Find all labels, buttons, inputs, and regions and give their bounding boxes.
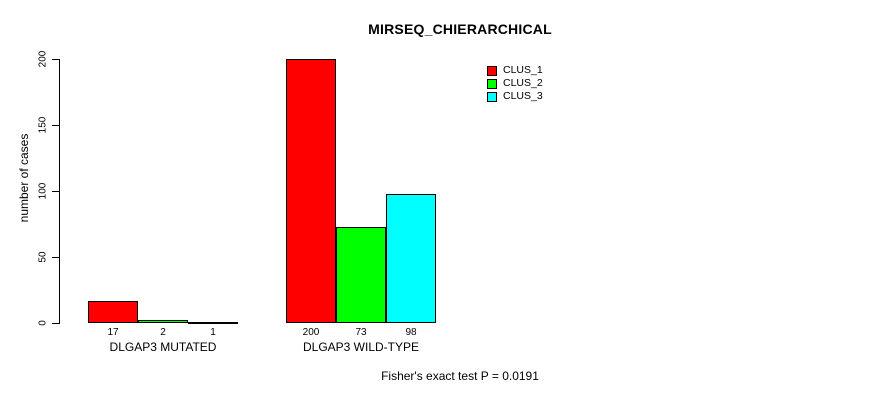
- y-axis-tick-label: 0: [37, 320, 49, 326]
- x-axis-group-label: DLGAP3 WILD-TYPE: [302, 340, 420, 354]
- y-axis-tick-label: 150: [37, 116, 49, 134]
- legend-label: CLUS_1: [503, 64, 543, 76]
- y-axis-tick: [52, 191, 59, 192]
- legend-swatch-icon: [487, 65, 497, 76]
- legend-swatch-icon: [487, 91, 497, 102]
- bar-clus_1-1: [88, 301, 138, 323]
- bar-clus_3-1: [188, 322, 238, 324]
- legend-item-clus_3: CLUS_3: [487, 90, 543, 103]
- legend-label: CLUS_2: [503, 77, 543, 89]
- y-axis-tick: [52, 257, 59, 258]
- annotation-text: Fisher's exact test P = 0.0191: [381, 369, 539, 383]
- bar-clus_2-1: [138, 320, 188, 323]
- bar-clus_2-2: [336, 227, 386, 323]
- y-axis-line: [59, 59, 60, 324]
- y-axis-tick-label: 100: [37, 182, 49, 200]
- legend: CLUS_1 CLUS_2 CLUS_3: [487, 64, 543, 103]
- y-axis-tick-label: 50: [37, 251, 49, 263]
- bar-value-label: 1: [210, 327, 216, 338]
- x-axis-group-label: DLGAP3 MUTATED: [109, 340, 217, 354]
- legend-item-clus_2: CLUS_2: [487, 77, 543, 90]
- bar-value-label: 17: [107, 327, 119, 338]
- legend-swatch-icon: [487, 78, 497, 89]
- y-axis-tick: [52, 125, 59, 126]
- y-axis-label-text: number of cases: [17, 133, 31, 223]
- bar-clus_3-2: [386, 194, 436, 323]
- bar-value-label: 200: [302, 327, 320, 338]
- legend-label: CLUS_3: [503, 90, 543, 102]
- legend-item-clus_1: CLUS_1: [487, 64, 543, 77]
- bar-value-label: 73: [355, 327, 367, 338]
- y-axis-tick: [52, 323, 59, 324]
- bar-value-label: 98: [405, 327, 417, 338]
- bar-clus_1-2: [286, 59, 336, 323]
- chart-title: MIRSEQ_CHIERARCHICAL: [368, 21, 552, 37]
- y-axis-tick: [52, 59, 59, 60]
- y-axis-tick-label: 200: [37, 50, 49, 68]
- bar-value-label: 2: [160, 327, 166, 338]
